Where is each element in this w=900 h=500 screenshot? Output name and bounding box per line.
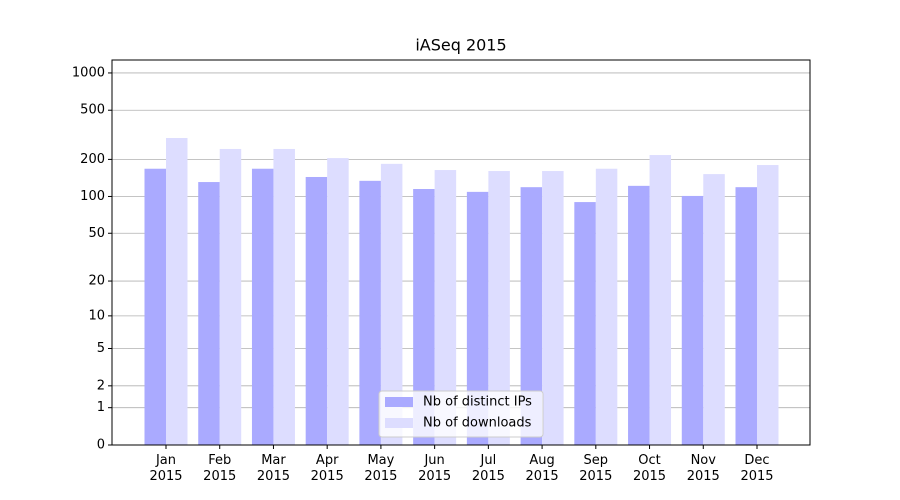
y-tick-label: 10 [88, 308, 105, 323]
y-tick-label: 200 [80, 152, 105, 167]
legend-label: Nb of downloads [423, 416, 532, 431]
x-tick-label: Sep 2015 [579, 453, 613, 484]
legend-swatch [385, 397, 413, 407]
legend-box [378, 390, 544, 438]
bar [574, 202, 596, 445]
bar [305, 176, 328, 445]
bar [628, 185, 650, 446]
y-tick-label: 20 [88, 274, 105, 289]
x-tick-label: Oct 2015 [632, 453, 667, 484]
x-tick-label: May 2015 [364, 453, 398, 484]
x-tick-label: Dec 2015 [740, 453, 774, 484]
bar [144, 168, 166, 445]
y-tick-label: 50 [88, 226, 105, 241]
y-tick-label: 1 [97, 400, 105, 415]
bar [466, 191, 489, 445]
legend-label: Nb of distinct IPs [423, 395, 532, 410]
legend-swatch [385, 418, 413, 428]
x-tick-label: Feb 2015 [203, 453, 237, 484]
bar [413, 189, 435, 445]
bar [520, 187, 543, 445]
bar [198, 182, 220, 445]
x-tick-label: Aug 2015 [525, 453, 559, 484]
chart-title: iASeq 2015 [415, 36, 506, 55]
bar [681, 195, 704, 445]
bar [327, 158, 349, 445]
y-tick-label: 5 [97, 341, 105, 356]
x-tick-label: Jul 2015 [471, 453, 505, 484]
x-tick-label: Nov 2015 [686, 453, 720, 484]
y-tick-label: 100 [80, 189, 105, 204]
bar [219, 148, 242, 445]
x-tick-label: Jun 2015 [418, 453, 452, 484]
bar [380, 163, 403, 446]
bar [703, 174, 725, 446]
bar [542, 171, 564, 445]
bar [434, 170, 457, 446]
x-tick-label: Jan 2015 [149, 453, 183, 484]
bar [359, 180, 381, 445]
plot-frame [111, 59, 811, 446]
bar [251, 168, 274, 445]
y-tick-label: 1000 [72, 65, 105, 80]
bar [757, 165, 779, 445]
y-tick-label: 2 [97, 378, 105, 393]
bar [273, 148, 295, 445]
x-tick-label: Mar 2015 [256, 453, 290, 484]
bar [735, 187, 757, 445]
legend: Nb of distinct IPs Nb of downloads [378, 390, 544, 438]
bar [649, 155, 672, 445]
y-tick-label: 0 [97, 438, 105, 453]
y-tick-label: 500 [80, 103, 105, 118]
x-tick-label: Apr 2015 [310, 453, 344, 484]
bar [595, 168, 618, 445]
bar [166, 138, 188, 445]
bar [488, 171, 510, 445]
